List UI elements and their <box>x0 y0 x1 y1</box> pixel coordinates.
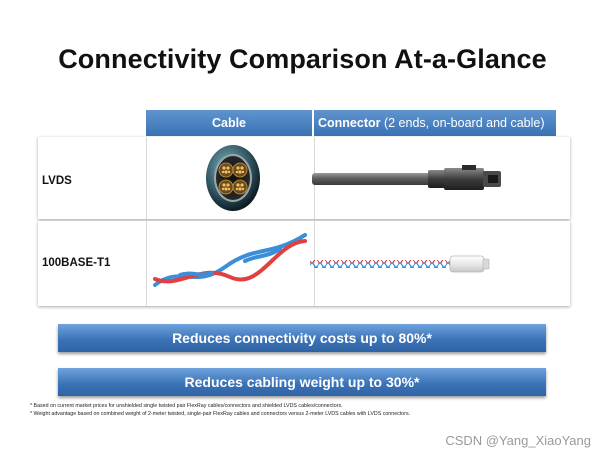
header-cable: Cable <box>146 110 312 136</box>
table-row-100base-t1: 100BASE-T1 <box>38 221 570 306</box>
lvds-connector-icon <box>312 165 501 190</box>
twisted-pair-cable-icon <box>153 233 307 287</box>
footnote-weight: * Weight advantage based on combined wei… <box>30 411 411 417</box>
column-divider <box>146 137 147 219</box>
footnotes: * Based on current market prices for uns… <box>30 402 590 418</box>
header-connector-sub: (2 ends, on-board and cable) <box>380 116 545 130</box>
cost-reduction-banner: Reduces connectivity costs up to 80%* <box>58 324 546 352</box>
row-label-100base-t1: 100BASE-T1 <box>42 257 111 269</box>
100base-t1-connector-icon <box>310 255 490 273</box>
lvds-cable-cross-section-icon <box>206 145 260 211</box>
comparison-table: Cable Connector (2 ends, on-board and ca… <box>38 110 570 306</box>
row-label-lvds: LVDS <box>42 175 72 187</box>
header-connector-main: Connector <box>318 116 381 130</box>
footnote-cost: * Based on current market prices for uns… <box>30 403 343 409</box>
slide-title: Connectivity Comparison At-a-Glance <box>58 44 547 74</box>
column-divider <box>146 221 147 306</box>
watermark: CSDN @Yang_XiaoYang <box>445 433 591 448</box>
table-row-lvds: LVDS <box>38 137 570 219</box>
header-connector: Connector (2 ends, on-board and cable) <box>314 110 556 136</box>
weight-reduction-banner: Reduces cabling weight up to 30%* <box>58 368 546 396</box>
